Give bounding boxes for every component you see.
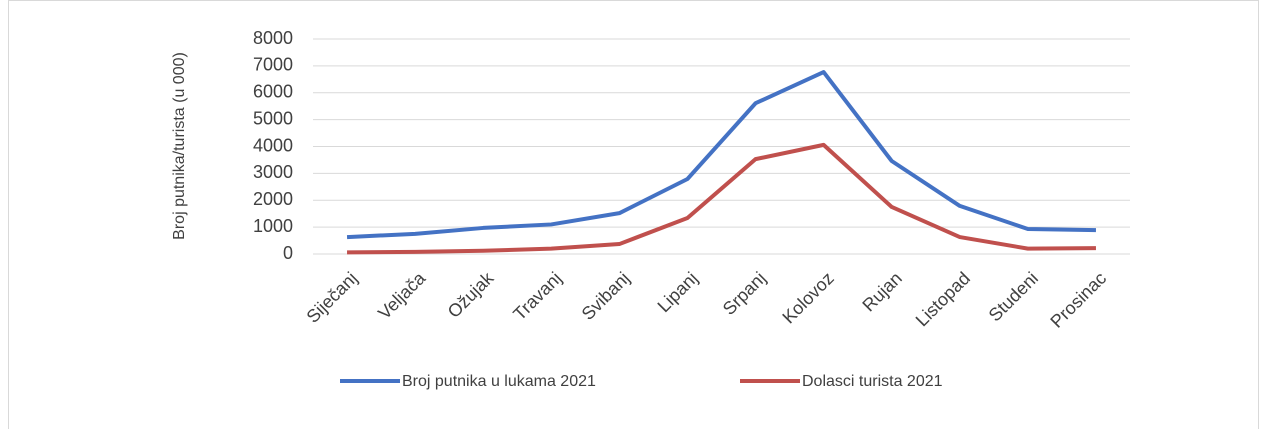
x-tick-label: Listopad (912, 268, 974, 330)
x-tick-label: Prosinac (1046, 268, 1110, 332)
x-tick-label: Studeni (985, 268, 1042, 325)
series-line (346, 70, 1096, 240)
x-tick-label: Lipanj (654, 268, 702, 316)
series-line (347, 142, 1096, 255)
chart-frame (8, 0, 1259, 429)
x-tick-label: Srpanj (719, 268, 770, 319)
x-tick-label: Veljača (374, 267, 430, 323)
x-tick-label: Siječanj (303, 268, 362, 327)
y-tick-label: 4000 (253, 135, 293, 155)
y-tick-label: 6000 (253, 82, 293, 102)
y-tick-label: 3000 (253, 162, 293, 182)
x-tick-label: Ožujak (444, 267, 498, 321)
y-tick-label: 2000 (253, 189, 293, 209)
x-tick-label: Travanj (509, 268, 565, 324)
y-tick-label: 7000 (253, 55, 293, 75)
x-tick-label: Rujan (858, 268, 905, 315)
legend-label: Broj putnika u lukama 2021 (402, 373, 596, 390)
y-axis-title: Broj putnika/turista (u 000) (171, 52, 188, 240)
x-tick-label: Kolovoz (778, 268, 837, 327)
x-tick-label: Svibanj (578, 268, 634, 324)
y-tick-label: 8000 (253, 28, 293, 48)
y-tick-label: 5000 (253, 108, 293, 128)
legend-label: Dolasci turista 2021 (802, 373, 943, 390)
y-tick-label: 1000 (253, 216, 293, 236)
y-tick-label: 0 (283, 243, 293, 263)
